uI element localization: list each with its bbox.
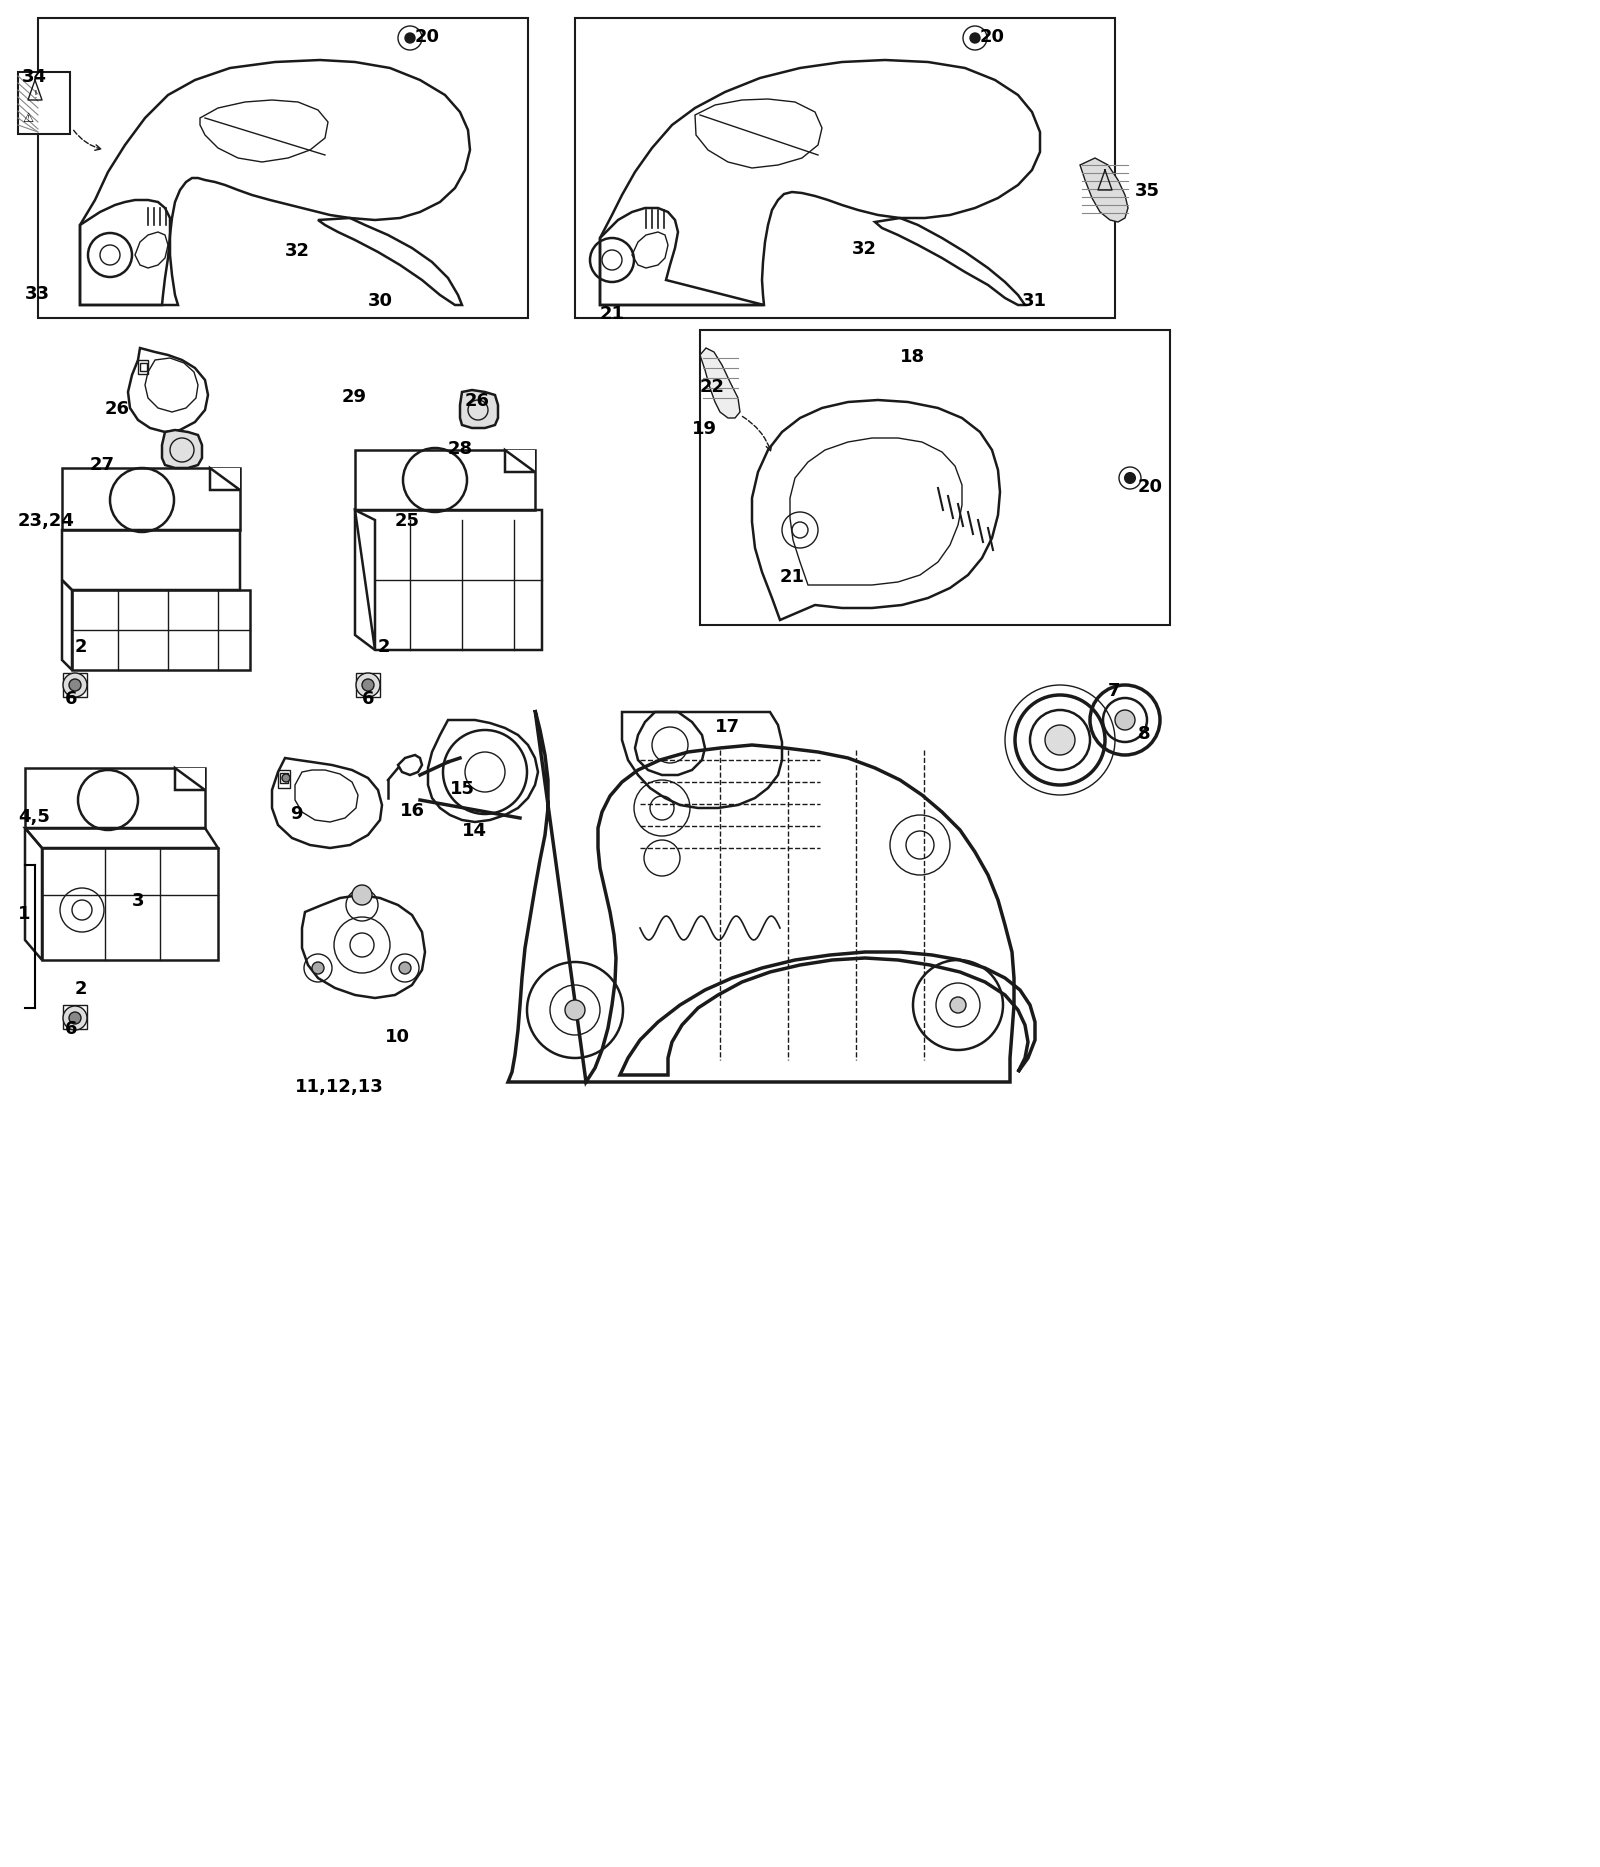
Circle shape xyxy=(282,775,290,782)
Text: 20: 20 xyxy=(979,28,1005,47)
Text: 8: 8 xyxy=(1138,724,1150,743)
Polygon shape xyxy=(621,711,666,1075)
Text: 29: 29 xyxy=(342,388,366,405)
Bar xyxy=(62,672,86,696)
Text: 27: 27 xyxy=(90,456,115,474)
Circle shape xyxy=(405,34,414,43)
Text: ⚠: ⚠ xyxy=(22,112,34,125)
Polygon shape xyxy=(210,469,240,489)
Bar xyxy=(278,769,290,788)
Text: 28: 28 xyxy=(448,441,474,457)
Polygon shape xyxy=(174,767,205,790)
Circle shape xyxy=(1045,724,1075,754)
Text: 15: 15 xyxy=(450,780,475,797)
Bar xyxy=(280,773,288,782)
Text: 9: 9 xyxy=(290,805,302,823)
Circle shape xyxy=(565,1001,586,1019)
Text: 1: 1 xyxy=(18,905,30,922)
Text: 21: 21 xyxy=(781,568,805,586)
Circle shape xyxy=(69,680,82,691)
Circle shape xyxy=(1115,709,1134,730)
Text: 20: 20 xyxy=(1138,478,1163,497)
Text: 7: 7 xyxy=(1107,681,1120,700)
Text: 14: 14 xyxy=(462,821,486,840)
Text: 35: 35 xyxy=(1134,181,1160,200)
Circle shape xyxy=(69,1012,82,1023)
Text: 2: 2 xyxy=(378,639,390,655)
Text: 16: 16 xyxy=(400,803,426,820)
Circle shape xyxy=(970,34,979,43)
Text: 2: 2 xyxy=(75,639,88,655)
Text: 34: 34 xyxy=(22,67,46,86)
Text: 4,5: 4,5 xyxy=(18,808,50,825)
Circle shape xyxy=(398,962,411,975)
Text: 26: 26 xyxy=(106,400,130,418)
Text: 6: 6 xyxy=(66,1019,77,1038)
Circle shape xyxy=(62,672,86,696)
Text: 17: 17 xyxy=(715,719,739,736)
Text: 33: 33 xyxy=(26,286,50,302)
Circle shape xyxy=(355,672,381,696)
Text: 31: 31 xyxy=(1022,291,1046,310)
Bar xyxy=(38,19,528,317)
Circle shape xyxy=(1125,472,1134,484)
Text: 23,24: 23,24 xyxy=(18,512,75,530)
Polygon shape xyxy=(701,347,739,418)
Polygon shape xyxy=(162,429,202,469)
Text: !: ! xyxy=(34,90,37,101)
Text: 3: 3 xyxy=(131,892,144,909)
Text: 19: 19 xyxy=(691,420,717,439)
Polygon shape xyxy=(461,390,498,428)
Polygon shape xyxy=(506,450,534,472)
Text: 30: 30 xyxy=(368,291,394,310)
Bar xyxy=(62,1004,86,1029)
Bar xyxy=(18,73,70,134)
Bar xyxy=(355,672,381,696)
Circle shape xyxy=(352,885,371,905)
Text: 6: 6 xyxy=(66,691,77,708)
Polygon shape xyxy=(1080,159,1128,222)
Bar xyxy=(138,360,147,373)
Bar xyxy=(141,362,147,372)
Circle shape xyxy=(62,1006,86,1031)
Text: 32: 32 xyxy=(851,241,877,258)
Text: 21: 21 xyxy=(600,304,626,323)
Text: 2: 2 xyxy=(75,980,88,999)
Text: 11,12,13: 11,12,13 xyxy=(294,1077,384,1096)
Circle shape xyxy=(312,962,323,975)
Circle shape xyxy=(950,997,966,1014)
Text: 6: 6 xyxy=(362,691,374,708)
Bar xyxy=(701,330,1170,625)
Text: 25: 25 xyxy=(395,512,419,530)
Text: 26: 26 xyxy=(466,392,490,411)
Circle shape xyxy=(362,680,374,691)
Text: 18: 18 xyxy=(899,347,925,366)
Text: 22: 22 xyxy=(701,377,725,396)
Text: 32: 32 xyxy=(285,243,310,260)
Text: 10: 10 xyxy=(386,1029,410,1046)
Bar xyxy=(574,19,1115,317)
Text: 20: 20 xyxy=(414,28,440,47)
